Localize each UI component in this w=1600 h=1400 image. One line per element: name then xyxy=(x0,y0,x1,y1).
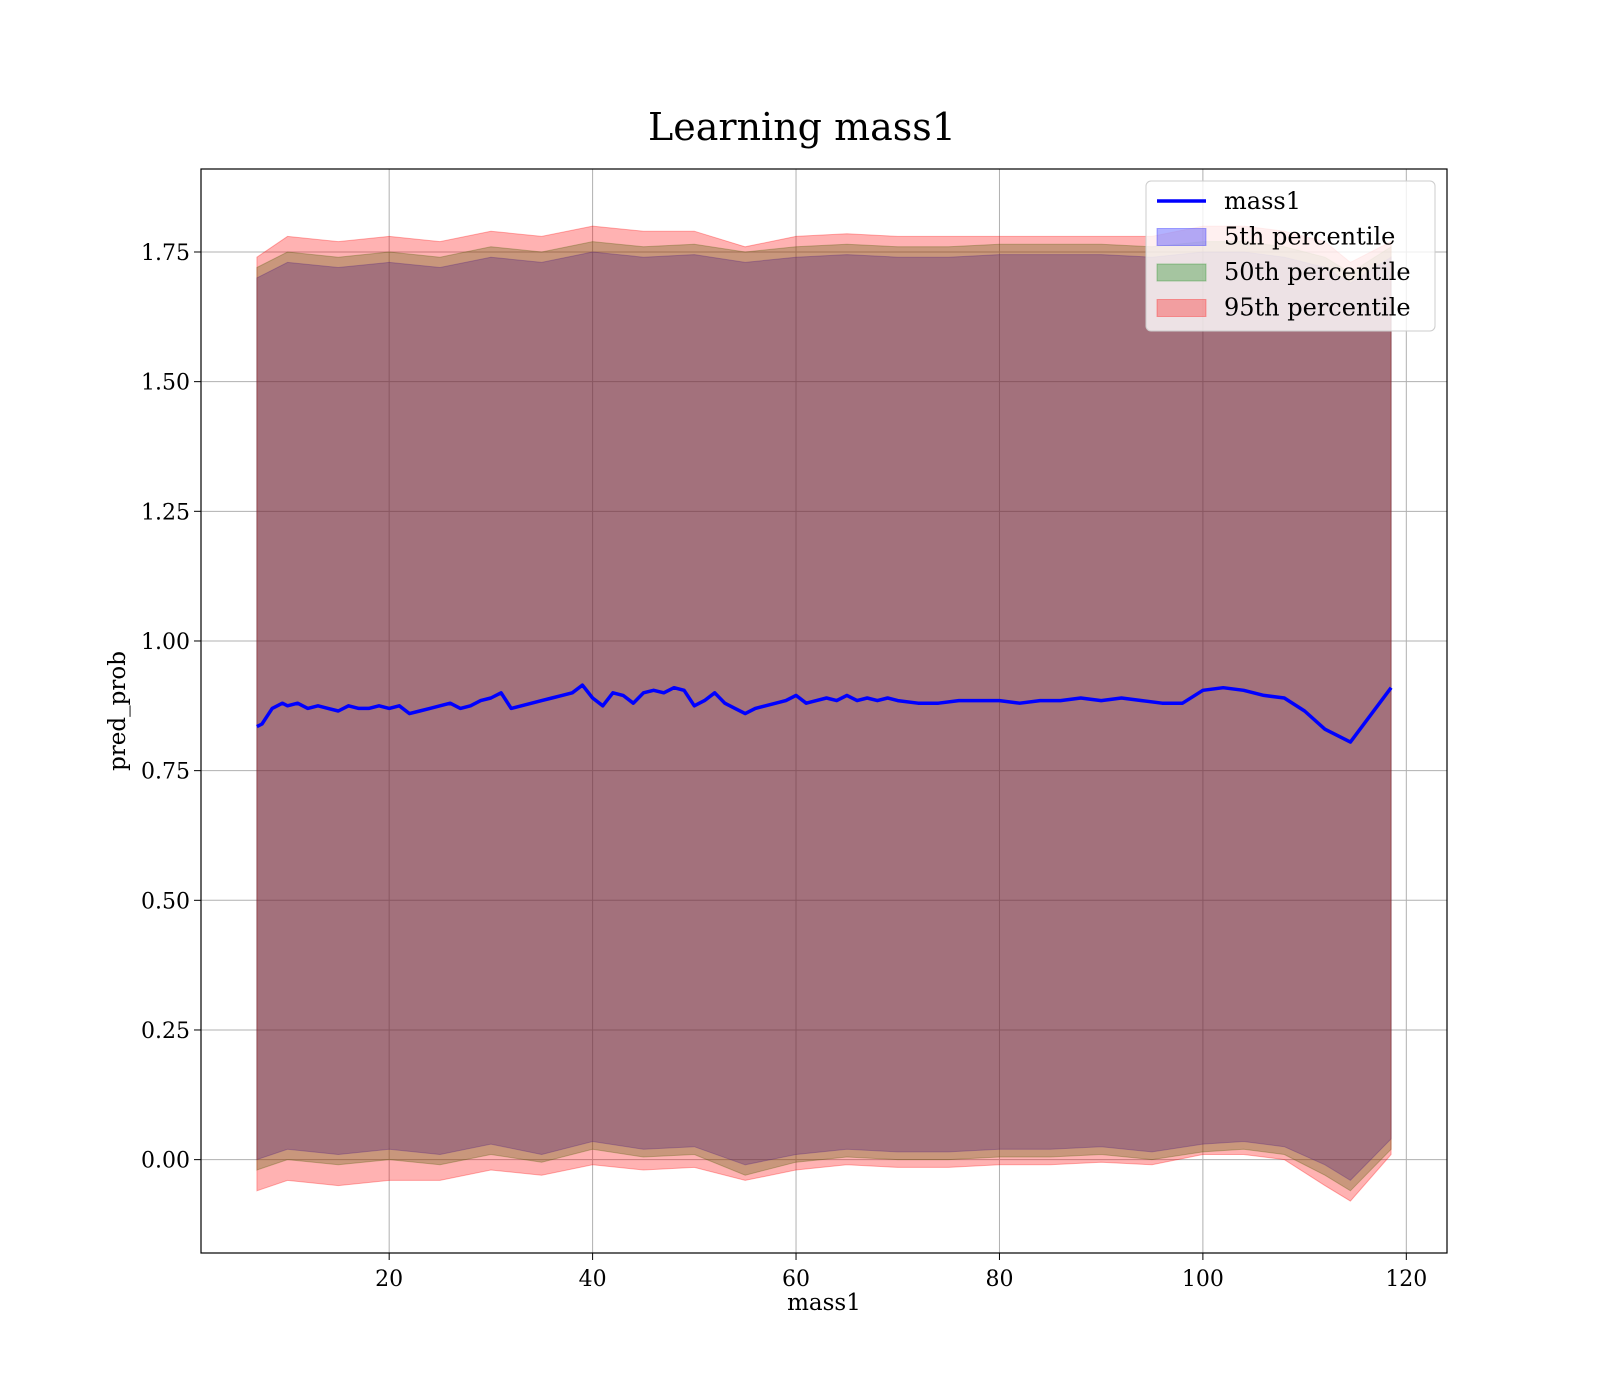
y-tick-label: 1.25 xyxy=(141,500,190,525)
legend-label: 95th percentile xyxy=(1224,294,1411,322)
series-lines xyxy=(256,683,1393,744)
x-tick-label: 80 xyxy=(985,1267,1013,1292)
x-tick-label: 120 xyxy=(1385,1267,1427,1292)
y-ticks: 0.00 0.25 0.50 0.75 1.00 1.25 1.50 1.75 xyxy=(141,241,201,1174)
band-50th-percentile xyxy=(256,241,1392,1192)
y-tick-label: 0.25 xyxy=(141,1019,190,1044)
legend-swatch xyxy=(1156,263,1207,282)
chart-title: Learning mass1 xyxy=(648,105,956,149)
y-tick-label: 0.75 xyxy=(141,760,190,785)
legend-box xyxy=(1145,180,1436,332)
legend-label: 5th percentile xyxy=(1224,223,1395,251)
legend-label: 50th percentile xyxy=(1224,258,1411,286)
x-tick-label: 100 xyxy=(1182,1267,1224,1292)
x-tick-label: 60 xyxy=(782,1267,810,1292)
band-95th-percentile xyxy=(256,225,1392,1202)
legend-label: mass1 xyxy=(1224,187,1301,215)
x-tick-label: 40 xyxy=(579,1267,607,1292)
y-tick-label: 1.50 xyxy=(141,371,190,396)
band-5th-percentile xyxy=(256,251,1392,1182)
x-tick-label: 20 xyxy=(375,1267,403,1292)
plot-frame xyxy=(200,168,1448,1254)
x-ticks: 20 40 60 80 100 120 xyxy=(375,1253,1427,1292)
legend-swatch xyxy=(1156,299,1207,317)
y-tick-label: 0.50 xyxy=(141,889,190,914)
y-axis-label: pred_prob xyxy=(105,651,131,771)
legend-swatch xyxy=(1156,228,1207,246)
legend: mass1 5th percentile 50th percentile 95th p… xyxy=(1145,180,1436,332)
series-line-mass1 xyxy=(256,683,1393,744)
y-tick-label: 0.00 xyxy=(141,1149,190,1174)
x-axis-label: mass1 xyxy=(787,1290,861,1316)
y-tick-label: 1.75 xyxy=(141,241,190,266)
percentile-bands xyxy=(256,225,1392,1202)
y-tick-label: 1.00 xyxy=(141,630,190,655)
